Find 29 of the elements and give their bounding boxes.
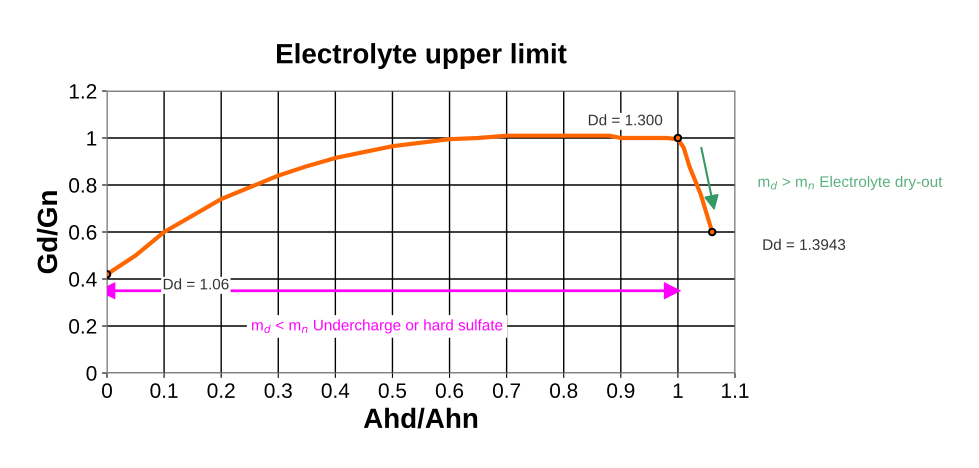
chart-title: Electrolyte upper limit bbox=[277, 43, 567, 69]
x-tick-label: 0.4 bbox=[322, 383, 350, 398]
point bbox=[708, 228, 716, 236]
y-tick-label: 0.6 bbox=[69, 225, 96, 240]
x-tick-label: 0.6 bbox=[436, 383, 464, 398]
y-tick-label: 1.2 bbox=[70, 84, 96, 99]
annotation: Dd = 1.06 bbox=[164, 278, 229, 290]
x-tick-label: 0.5 bbox=[378, 383, 406, 398]
y-tick-label: 0 bbox=[86, 366, 96, 381]
point bbox=[674, 134, 682, 142]
y-tick-label: 1 bbox=[87, 131, 96, 146]
annotation: m$_{d}$ < m$_{n}$ Undercharge or hard sulfate bbox=[252, 319, 502, 334]
x-tick-label: 0.8 bbox=[550, 383, 578, 398]
text: Dd = 1.3943 bbox=[763, 238, 846, 250]
x-tick-label: 0.9 bbox=[607, 383, 634, 398]
x-tick-label: 1.1 bbox=[722, 383, 748, 398]
y-tick-label: 0.2 bbox=[69, 319, 96, 334]
text: m$_{d}$ > m$_{n}$ Electrolyte dry-out bbox=[758, 176, 942, 190]
x-tick-label: 0.2 bbox=[208, 383, 235, 398]
y-tick-label: 0.4 bbox=[69, 272, 97, 287]
y-axis-title: Gd/Gn bbox=[36, 191, 58, 274]
x-tick-label: 0.7 bbox=[492, 383, 520, 398]
x-tick-label: 0.1 bbox=[150, 383, 178, 398]
x-tick-label: 0.3 bbox=[264, 383, 292, 398]
x-tick-label: 0 bbox=[102, 383, 112, 398]
annotation: Dd = 1.300 bbox=[588, 114, 662, 126]
y-tick-label: 0.8 bbox=[69, 178, 96, 193]
x-tick-label: 1 bbox=[674, 383, 683, 398]
x-axis-title: Ahd/Ahn bbox=[364, 408, 478, 428]
